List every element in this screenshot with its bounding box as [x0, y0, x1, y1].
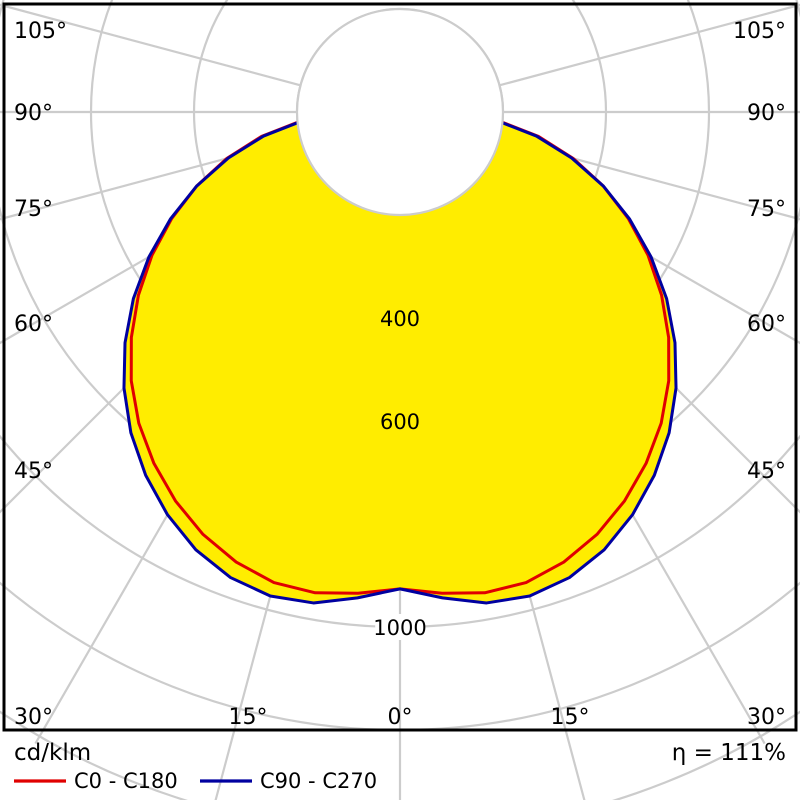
ring-label: 600 [380, 410, 420, 434]
angle-label-left-2: 75° [14, 197, 53, 222]
ring-label-backdrop [375, 614, 425, 640]
legend-label-1: C90 - C270 [260, 769, 377, 793]
plot-border [2, 2, 798, 732]
angle-tick-labels: 105° 90° 75° 60° 45° 105° 90° 75° 60° 45° 30° 30° 15… [14, 19, 786, 730]
angle-label-left-3: 60° [14, 312, 53, 337]
angle-label-right-3: 60° [747, 312, 786, 337]
angle-label-left-1: 90° [14, 101, 53, 126]
legend: C0 - C180 C90 - C270 [14, 769, 377, 793]
angle-label-left-4: 45° [14, 459, 53, 484]
angle-label-left-0: 105° [14, 19, 67, 44]
angle-label-bottom-0: 0° [388, 705, 413, 730]
ring-label: 400 [380, 307, 420, 331]
angle-label-bottom-right-15: 15° [551, 705, 590, 730]
center-blank-disc [295, 7, 505, 217]
angle-label-bottom-right-30: 30° [747, 705, 786, 730]
angle-label-right-0: 105° [733, 19, 786, 44]
ring-label-backdrop [381, 305, 419, 331]
angle-label-right-4: 45° [747, 459, 786, 484]
angle-label-right-1: 90° [747, 101, 786, 126]
ring-label: 1000 [373, 616, 426, 640]
efficiency-label: η = 111% [672, 740, 786, 766]
chart-footer: cd/klm η = 111% C0 - C180 C90 - C270 [0, 735, 800, 800]
legend-label-0: C0 - C180 [74, 769, 178, 793]
ring-label-backdrop [381, 408, 419, 434]
angle-label-bottom-left-15: 15° [229, 705, 268, 730]
unit-label: cd/klm [14, 740, 91, 766]
angle-label-right-2: 75° [747, 197, 786, 222]
angle-label-bottom-left-30: 30° [14, 705, 53, 730]
footer-svg: cd/klm η = 111% C0 - C180 C90 - C270 [14, 740, 786, 793]
radial-value-labels: 400 600 1000 [373, 305, 427, 640]
